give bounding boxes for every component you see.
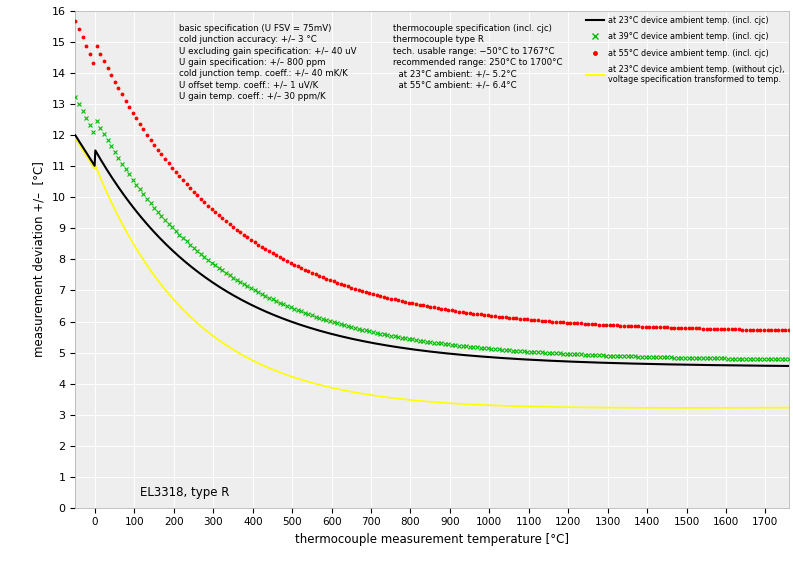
- X-axis label: thermocouple measurement temperature [°C]: thermocouple measurement temperature [°C…: [295, 533, 569, 546]
- Legend: at 23°C device ambient temp. (incl. cjc), at 39°C device ambient temp. (incl. cj: at 23°C device ambient temp. (incl. cjc)…: [583, 13, 787, 88]
- Text: EL3318, type R: EL3318, type R: [140, 486, 230, 499]
- Y-axis label: measurement deviation +/–  [°C]: measurement deviation +/– [°C]: [33, 162, 46, 357]
- Text: thermocouple specification (incl. cjc)
thermocouple type R
tech. usable range: −: thermocouple specification (incl. cjc) t…: [393, 24, 562, 90]
- Text: basic specification (U FSV = 75mV)
cold junction accuracy: +/– 3 °C
U excluding : basic specification (U FSV = 75mV) cold …: [178, 24, 356, 102]
